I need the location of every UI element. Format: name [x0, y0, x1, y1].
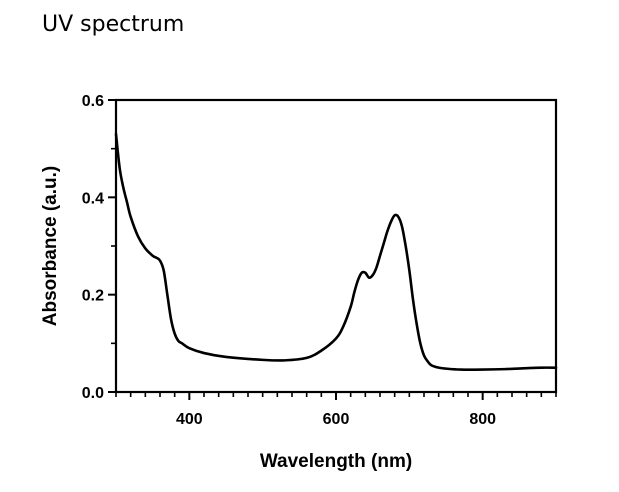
- x-tick-label: 400: [176, 411, 203, 428]
- x-tick-label: 800: [469, 411, 496, 428]
- y-axis-label: Absorbance (a.u.): [40, 166, 61, 326]
- y-tick-label: 0.6: [82, 93, 104, 110]
- spectrum-line: [114, 132, 558, 372]
- plot-frame: [114, 98, 558, 394]
- x-axis-label: Wavelength (nm): [260, 451, 412, 472]
- page-title: UV spectrum: [42, 12, 185, 37]
- y-tick-label: 0.4: [82, 190, 104, 207]
- y-tick-label: 0.0: [82, 385, 104, 402]
- y-axis: 0.0 0.2 0.4 0.6: [82, 93, 116, 402]
- x-tick-label: 600: [323, 411, 350, 428]
- x-axis: 400 600 800: [115, 392, 557, 428]
- y-tick-label: 0.2: [82, 288, 104, 305]
